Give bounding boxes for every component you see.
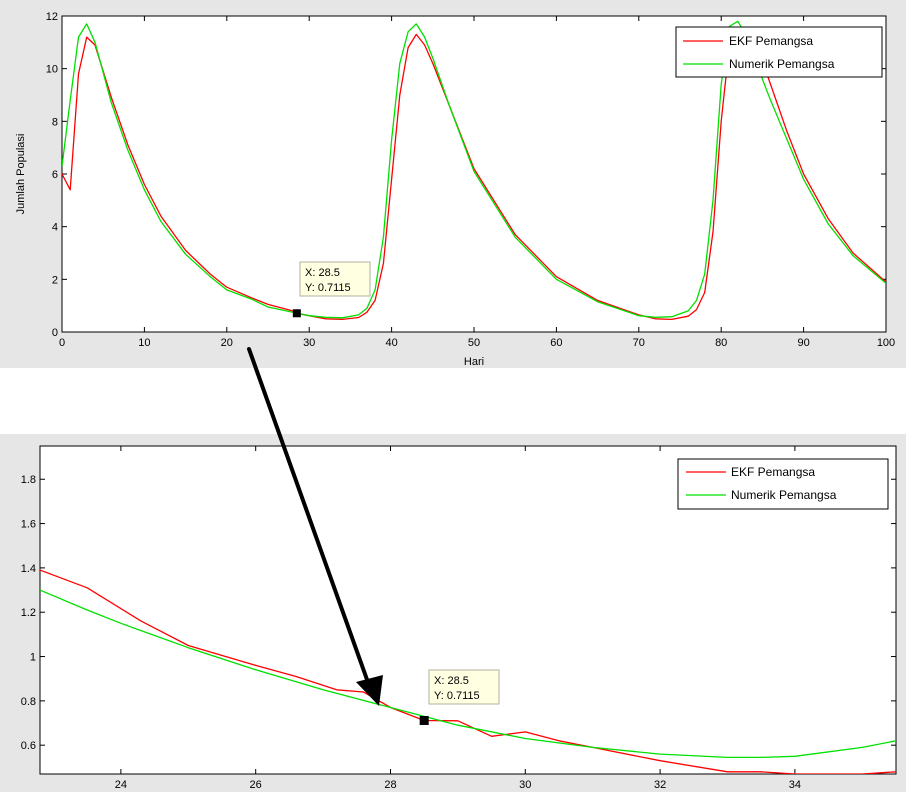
top-x-tick-label: 60: [550, 337, 562, 349]
zoom-arrow-head: [356, 675, 383, 706]
bottom-x-tick-label: 24: [115, 779, 127, 791]
bottom-legend-box: [677, 458, 889, 510]
top-legend[interactable]: EKF Pemangsa Numerik Pemangsa: [675, 26, 883, 78]
zoom-arrow: [247, 347, 383, 706]
top-y-ticks: 0 2 4 6 8 10 12: [46, 11, 886, 339]
top-y-tick-label: 4: [52, 222, 58, 234]
top-y-axis-label: Jumlah Populasi: [15, 134, 27, 215]
top-legend-ekf-label: EKF Pemangsa: [729, 34, 813, 48]
top-x-tick-label: 90: [797, 337, 809, 349]
bottom-y-tick-label: 0.6: [21, 740, 36, 752]
top-y-tick-label: 8: [52, 116, 58, 128]
top-x-tick-label: 70: [633, 337, 645, 349]
top-data-tip-y: Y: 0.7115: [305, 282, 351, 294]
bottom-legend-numerik-label: Numerik Pemangsa: [731, 488, 837, 502]
top-legend-box: [675, 26, 883, 78]
bottom-x-tick-label: 30: [519, 779, 531, 791]
top-data-tip-marker: [292, 309, 301, 318]
bottom-legend-ekf-label: EKF Pemangsa: [731, 465, 815, 479]
top-x-tick-label: 0: [59, 337, 65, 349]
zoom-arrow-shaft: [247, 347, 372, 690]
bottom-data-tip-marker: [419, 715, 429, 725]
top-x-tick-label: 10: [138, 337, 150, 349]
bottom-y-tick-label: 1: [30, 652, 36, 664]
bottom-legend[interactable]: EKF Pemangsa Numerik Pemangsa: [677, 458, 889, 510]
top-data-tip-x: X: 28.5: [305, 267, 340, 279]
top-plot: 0 10 20 30 40 50 60 70 80 90 100 0 2 4 6 8 10 12 Hari Ju…: [15, 11, 895, 368]
top-y-tick-label: 6: [52, 169, 58, 181]
bottom-x-tick-label: 28: [384, 779, 396, 791]
bottom-series-ekf-line: [40, 569, 896, 774]
bottom-data-tip-y: Y: 0.7115: [434, 690, 480, 702]
bottom-y-tick-label: 1.6: [21, 519, 36, 531]
bottom-y-tick-label: 1.2: [21, 607, 36, 619]
bottom-data-tip[interactable]: X: 28.5 Y: 0.7115: [419, 669, 500, 725]
bottom-x-tick-label: 32: [654, 779, 666, 791]
top-y-tick-label: 12: [46, 11, 58, 23]
bottom-y-ticks: 0.6 0.8 1 1.2 1.4 1.6 1.8: [21, 474, 896, 752]
bottom-data-tip-x: X: 28.5: [434, 675, 469, 687]
bottom-series-lines: [40, 569, 896, 774]
top-x-axis-label: Hari: [464, 356, 484, 368]
bottom-x-tick-label: 26: [250, 779, 262, 791]
top-data-tip-box: [299, 261, 371, 297]
top-x-tick-label: 80: [715, 337, 727, 349]
bottom-y-tick-label: 0.8: [21, 696, 36, 708]
bottom-data-tip-box: [428, 669, 500, 705]
top-x-tick-label: 40: [385, 337, 397, 349]
bottom-plot: 24 26 28 30 32 34 0.6 0.8 1 1.2 1.4 1.6 1.8 EKF Pem…: [21, 445, 897, 791]
top-y-tick-label: 0: [52, 327, 58, 339]
top-legend-numerik-label: Numerik Pemangsa: [729, 57, 835, 71]
top-data-tip[interactable]: X: 28.5 Y: 0.7115: [292, 261, 371, 318]
top-y-tick-label: 10: [46, 64, 58, 76]
bottom-y-tick-label: 1.4: [21, 563, 36, 575]
bottom-series-numerik-line: [40, 589, 896, 759]
bottom-y-tick-label: 1.8: [21, 474, 36, 486]
top-x-tick-label: 30: [303, 337, 315, 349]
top-x-tick-label: 20: [221, 337, 233, 349]
top-y-tick-label: 2: [52, 274, 58, 286]
top-x-tick-label: 50: [468, 337, 480, 349]
bottom-x-ticks: 24 26 28 30 32 34: [115, 446, 801, 791]
bottom-x-tick-label: 34: [789, 779, 801, 791]
top-x-ticks: 0 10 20 30 40 50 60 70 80 90 100: [59, 16, 895, 349]
top-x-tick-label: 100: [877, 337, 895, 349]
